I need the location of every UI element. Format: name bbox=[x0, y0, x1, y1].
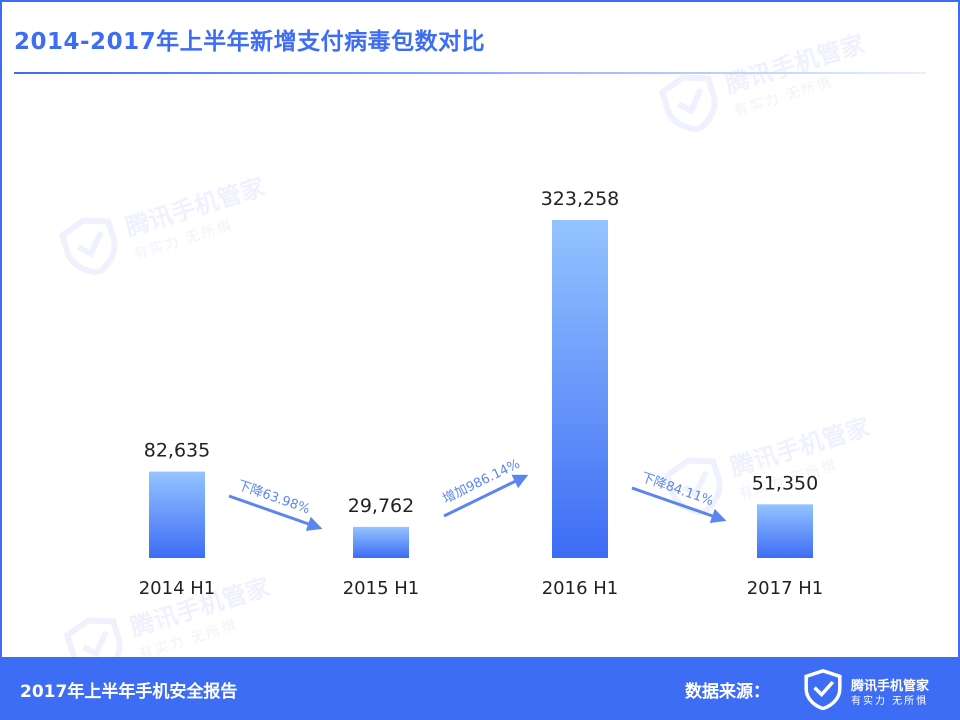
bar-0 bbox=[149, 471, 205, 558]
footer-bar: 2017年上半年手机安全报告 数据来源： 腾讯手机管家 有实力 无所惧 bbox=[0, 657, 960, 720]
footer-brand-slogan: 有实力 无所惧 bbox=[851, 696, 929, 707]
bar-value-label: 82,635 bbox=[144, 440, 210, 462]
category-label: 2016 H1 bbox=[542, 578, 619, 599]
change-arrow bbox=[443, 474, 529, 518]
bar-2 bbox=[552, 220, 608, 558]
category-label: 2015 H1 bbox=[343, 578, 420, 599]
change-arrow bbox=[631, 486, 727, 523]
footer-source-label: 数据来源： bbox=[685, 682, 770, 702]
bar-value-label: 51,350 bbox=[752, 472, 818, 494]
category-label: 2014 H1 bbox=[139, 578, 216, 599]
change-arrow bbox=[228, 494, 323, 531]
footer-report-title: 2017年上半年手机安全报告 bbox=[20, 682, 238, 702]
footer-brand-name: 腾讯手机管家 bbox=[851, 679, 930, 694]
change-annotation-label: 增加986.14% bbox=[440, 457, 522, 507]
chart-title: 2014-2017年上半年新增支付病毒包数对比 bbox=[14, 29, 486, 55]
category-label: 2017 H1 bbox=[747, 578, 824, 599]
bar-value-label: 323,258 bbox=[541, 188, 620, 210]
bar-value-label: 29,762 bbox=[348, 495, 414, 517]
bar-1 bbox=[353, 526, 409, 558]
brand-logo: 腾讯手机管家 有实力 无所惧 bbox=[803, 667, 943, 711]
shield-icon bbox=[804, 668, 842, 710]
bar-3 bbox=[757, 504, 813, 558]
bar-chart: 82,635 29,762 323,258 51,350 2014 H1 2015 H1… bbox=[139, 188, 824, 599]
title-divider bbox=[14, 72, 926, 74]
